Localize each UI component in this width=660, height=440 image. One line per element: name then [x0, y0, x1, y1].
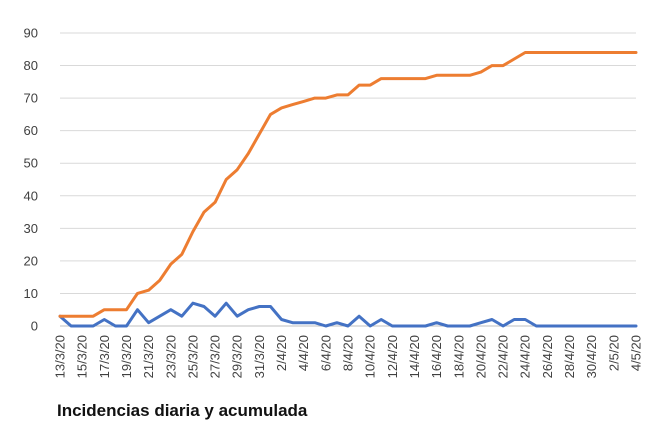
y-tick-label: 70 [24, 91, 38, 106]
x-tick-label: 28/4/20 [562, 335, 577, 378]
gridlines [60, 32, 636, 327]
x-tick-label: 4/4/20 [296, 335, 311, 371]
y-tick-label: 30 [24, 221, 38, 236]
x-tick-label: 30/4/20 [584, 335, 599, 378]
x-tick-label: 17/3/20 [97, 335, 112, 378]
series-line-1 [58, 301, 638, 328]
series-line-2 [58, 51, 638, 318]
y-tick-label: 40 [24, 188, 38, 203]
x-tick-label: 16/4/20 [429, 335, 444, 378]
x-tick-label: 24/4/20 [518, 335, 533, 378]
x-tick-label: 14/4/20 [407, 335, 422, 378]
x-tick-label: 26/4/20 [540, 335, 555, 378]
y-tick-label: 80 [24, 58, 38, 73]
y-tick-label: 10 [24, 286, 38, 301]
x-tick-label: 23/3/20 [163, 335, 178, 378]
series-lines [58, 51, 638, 328]
x-tick-label: 22/4/20 [496, 335, 511, 378]
x-tick-label: 20/4/20 [473, 335, 488, 378]
x-tick-label: 27/3/20 [208, 335, 223, 378]
y-tick-label: 90 [24, 26, 38, 41]
x-tick-label: 12/4/20 [385, 335, 400, 378]
x-axis-ticks: 13/3/20 15/3/20 17/3/20 19/3/20 21/3/20 23/3/… [53, 335, 644, 378]
chart-caption: Incidencias diaria y acumulada [57, 401, 308, 420]
x-tick-label: 4/5/20 [629, 335, 644, 371]
x-tick-label: 2/4/20 [274, 335, 289, 371]
y-tick-label: 50 [24, 156, 38, 171]
x-tick-label: 31/3/20 [252, 335, 267, 378]
x-tick-label: 13/3/20 [53, 335, 68, 378]
y-tick-label: 0 [31, 319, 38, 334]
x-tick-label: 10/4/20 [363, 335, 378, 378]
x-tick-label: 19/3/20 [119, 335, 134, 378]
y-tick-label: 20 [24, 253, 38, 268]
y-tick-label: 60 [24, 123, 38, 138]
x-tick-label: 18/4/20 [451, 335, 466, 378]
x-tick-label: 15/3/20 [75, 335, 90, 378]
x-tick-label: 25/3/20 [185, 335, 200, 378]
x-tick-label: 2/5/20 [606, 335, 621, 371]
line-chart: 0 10 20 30 40 50 60 70 80 90 13/3/20 15/3/20 17/3/2… [24, 26, 644, 379]
x-tick-label: 29/3/20 [230, 335, 245, 378]
y-axis-ticks: 0 10 20 30 40 50 60 70 80 90 [24, 26, 38, 334]
x-tick-label: 6/4/20 [318, 335, 333, 371]
x-tick-label: 21/3/20 [141, 335, 156, 378]
x-tick-label: 8/4/20 [341, 335, 356, 371]
